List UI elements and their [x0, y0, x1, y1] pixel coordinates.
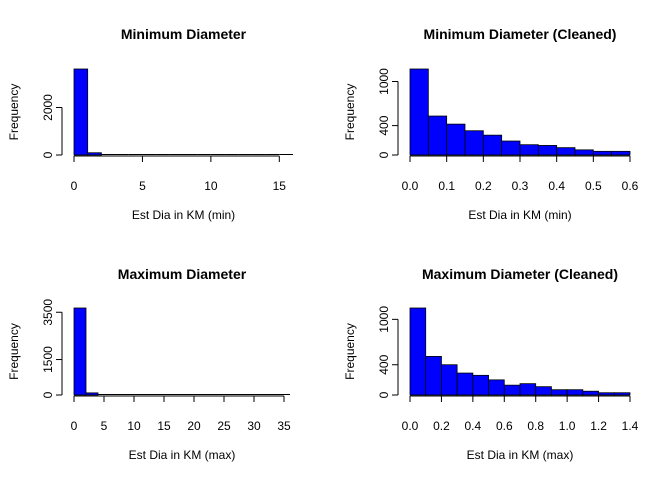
x-tick-label: 30 — [247, 419, 261, 433]
histogram-panel: Maximum Diameter 0 5 10 15 20 25 30 35 0 1500 3500 E… — [7, 266, 291, 462]
y-tick-label: 400 — [377, 354, 391, 374]
x-tick-label: 0.6 — [496, 419, 513, 433]
histogram-bar — [456, 372, 474, 396]
x-tick-label: 0.8 — [527, 419, 544, 433]
histogram-bar — [519, 144, 539, 156]
x-tick-label: 35 — [277, 419, 291, 433]
x-tick-label: 0.5 — [585, 179, 602, 193]
histogram-bar — [488, 379, 505, 396]
x-axis-label: Est Dia in KM (min) — [132, 208, 235, 222]
histogram-bar — [566, 389, 584, 396]
y-tick-label: 1500 — [41, 346, 55, 373]
x-tick-label: 0.1 — [438, 179, 455, 193]
histogram-bar — [535, 386, 552, 396]
histogram-panel: Minimum Diameter 0 5 10 15 0 2000 Est Dia in KM… — [7, 26, 293, 222]
x-tick-label: 5 — [139, 179, 146, 193]
y-tick-label: 1000 — [377, 68, 391, 95]
histogram-bar — [464, 130, 484, 156]
x-tick-label: 0.2 — [475, 179, 492, 193]
chart-title: Maximum Diameter — [118, 266, 247, 282]
histogram-bar — [73, 307, 87, 396]
x-tick-label: 20 — [187, 419, 201, 433]
y-tick-label: 0 — [41, 391, 55, 398]
histogram-bar — [551, 389, 568, 396]
histogram-bar — [574, 149, 594, 156]
chart-title: Maximum Diameter (Cleaned) — [422, 266, 618, 282]
x-tick-label: 25 — [217, 419, 231, 433]
y-tick-label: 0 — [377, 151, 391, 158]
histogram-bar — [85, 392, 99, 396]
x-tick-label: 10 — [204, 179, 218, 193]
histogram-bar — [427, 115, 448, 156]
histogram-bar — [537, 145, 558, 156]
x-tick-label: 1.0 — [559, 419, 576, 433]
x-tick-label: 0.3 — [512, 179, 529, 193]
x-tick-label: 0.0 — [402, 179, 419, 193]
x-tick-label: 15 — [273, 179, 287, 193]
y-tick-label: 2000 — [41, 94, 55, 121]
x-tick-label: 1.4 — [622, 419, 639, 433]
x-tick-label: 0.4 — [548, 179, 565, 193]
chart-title: Minimum Diameter (Cleaned) — [424, 26, 617, 42]
histogram-bar — [592, 150, 613, 156]
histogram-bar — [556, 147, 576, 156]
x-tick-label: 0.2 — [433, 419, 450, 433]
y-axis-label: Frequency — [7, 323, 21, 380]
chart-title: Minimum Diameter — [121, 26, 247, 42]
histogram-bar — [409, 68, 429, 156]
x-tick-label: 10 — [127, 419, 141, 433]
histogram-bar — [582, 390, 599, 396]
histogram-bar — [611, 150, 631, 156]
histogram-bar — [598, 392, 615, 396]
x-tick-label: 15 — [157, 419, 171, 433]
histogram-bar — [441, 364, 458, 396]
y-tick-label: 0 — [41, 151, 55, 158]
histogram-bar — [501, 140, 521, 156]
x-axis-label: Est Dia in KM (max) — [129, 448, 236, 462]
histogram-bar — [425, 356, 442, 396]
x-tick-label: 0 — [71, 419, 78, 433]
x-tick-label: 0.0 — [402, 419, 419, 433]
y-tick-label: 0 — [377, 391, 391, 398]
histogram-bar — [503, 384, 521, 396]
x-axis-label: Est Dia in KM (min) — [468, 208, 571, 222]
histogram-bar — [482, 134, 503, 156]
histogram-bar — [409, 307, 427, 396]
y-axis-label: Frequency — [343, 323, 357, 380]
x-tick-label: 0 — [71, 179, 78, 193]
y-tick-label: 1000 — [377, 306, 391, 333]
histogram-bar — [446, 123, 466, 156]
x-tick-label: 5 — [101, 419, 108, 433]
x-tick-label: 0.4 — [465, 419, 482, 433]
histogram-bar — [613, 392, 631, 396]
y-axis-label: Frequency — [343, 84, 357, 141]
y-tick-label: 400 — [377, 115, 391, 135]
histogram-bar — [519, 383, 537, 396]
histogram-bar — [472, 374, 489, 396]
y-tick-label: 3500 — [41, 299, 55, 326]
histogram-bar — [87, 152, 102, 156]
y-axis-label: Frequency — [7, 84, 21, 141]
x-axis-label: Est Dia in KM (max) — [467, 448, 574, 462]
x-tick-label: 1.2 — [590, 419, 607, 433]
histogram-bar — [73, 68, 89, 156]
histogram-panel: Minimum Diameter (Cleaned) 0.0 0.1 0.2 0.3 0.… — [343, 26, 639, 222]
histogram-panel: Maximum Diameter (Cleaned) 0.0 0.2 0.4 0.6 0.… — [343, 266, 639, 462]
x-tick-label: 0.6 — [622, 179, 639, 193]
